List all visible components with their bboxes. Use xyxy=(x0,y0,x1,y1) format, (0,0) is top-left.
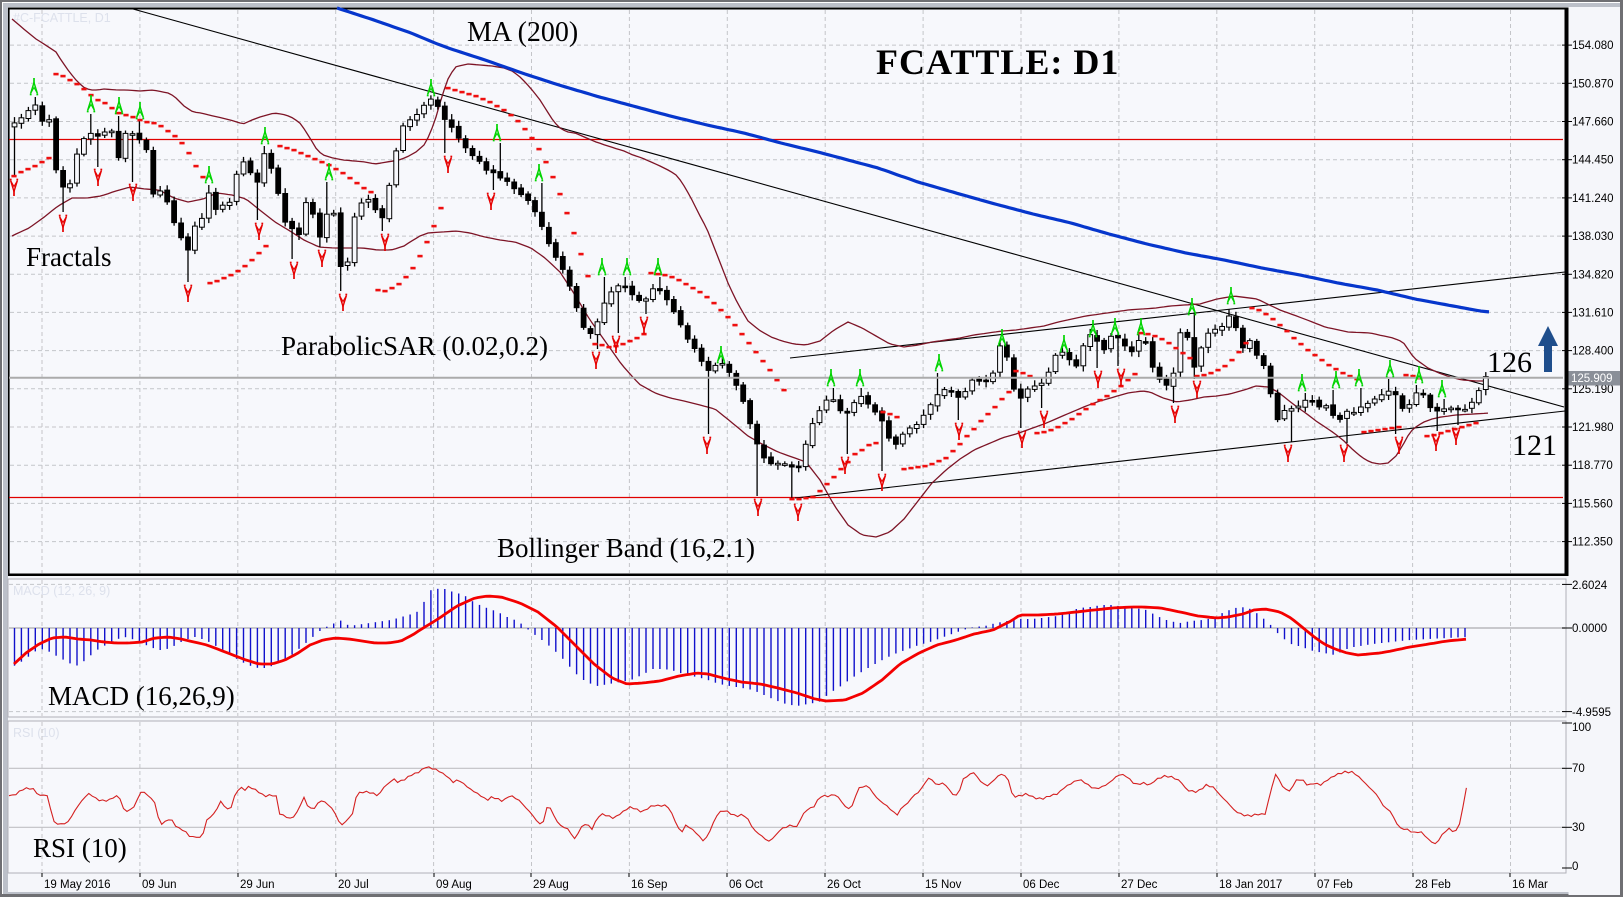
svg-text:30: 30 xyxy=(1572,822,1585,834)
svg-text:15 Nov: 15 Nov xyxy=(925,879,962,891)
svg-text:147.660: 147.660 xyxy=(1572,117,1614,129)
svg-text:121.980: 121.980 xyxy=(1572,422,1614,434)
svg-text:-4.9595: -4.9595 xyxy=(1572,707,1611,719)
svg-text:09 Aug: 09 Aug xyxy=(436,879,472,891)
svg-text:0: 0 xyxy=(1572,861,1578,873)
svg-text:70: 70 xyxy=(1572,763,1585,775)
svg-text:100: 100 xyxy=(1572,722,1591,734)
svg-text:128.400: 128.400 xyxy=(1572,346,1614,358)
svg-text:07 Feb: 07 Feb xyxy=(1317,879,1353,891)
svg-text:118.770: 118.770 xyxy=(1572,460,1613,472)
svg-text:ParabolicSAR (0.02,0.2): ParabolicSAR (0.02,0.2) xyxy=(281,331,548,361)
svg-text:19 May 2016: 19 May 2016 xyxy=(44,879,111,891)
svg-text:Fractals: Fractals xyxy=(26,242,111,272)
svg-text:2.6024: 2.6024 xyxy=(1572,580,1608,592)
svg-text:28 Feb: 28 Feb xyxy=(1415,879,1451,891)
svg-text:RSI (10): RSI (10) xyxy=(33,833,127,863)
svg-text:29 Aug: 29 Aug xyxy=(533,879,569,891)
svg-text:125.190: 125.190 xyxy=(1572,384,1614,396)
svg-text:18 Jan 2017: 18 Jan 2017 xyxy=(1219,879,1282,891)
svg-text:138.030: 138.030 xyxy=(1572,231,1614,243)
svg-text:29 Jun: 29 Jun xyxy=(240,879,275,891)
svg-text:FCATTLE: D1: FCATTLE: D1 xyxy=(876,42,1119,82)
svg-text:Bollinger Band (16,2.1): Bollinger Band (16,2.1) xyxy=(497,533,755,563)
svg-text:RSI (10): RSI (10) xyxy=(13,726,60,740)
svg-text:150.870: 150.870 xyxy=(1572,78,1614,90)
svg-text:112.350: 112.350 xyxy=(1572,537,1613,549)
svg-text:144.450: 144.450 xyxy=(1572,155,1614,167)
svg-text:27 Dec: 27 Dec xyxy=(1121,879,1158,891)
svg-text:0.0000: 0.0000 xyxy=(1572,623,1607,635)
svg-text:MACD (16,26,9): MACD (16,26,9) xyxy=(48,681,235,711)
svg-text:06 Oct: 06 Oct xyxy=(729,879,764,891)
svg-text:125.909: 125.909 xyxy=(1571,373,1613,385)
svg-text:141.240: 141.240 xyxy=(1572,193,1614,205)
svg-text:134.820: 134.820 xyxy=(1572,269,1614,281)
svg-text:16 Sep: 16 Sep xyxy=(631,879,667,891)
svg-text:MA (200): MA (200) xyxy=(467,17,578,48)
svg-text:MACD (12, 26, 9): MACD (12, 26, 9) xyxy=(13,584,110,598)
svg-text:16 Mar: 16 Mar xyxy=(1512,879,1548,891)
svg-text:#C-FCATTLE, D1: #C-FCATTLE, D1 xyxy=(13,11,111,25)
svg-text:20 Jul: 20 Jul xyxy=(338,879,369,891)
svg-text:115.560: 115.560 xyxy=(1572,498,1613,510)
svg-text:09 Jun: 09 Jun xyxy=(142,879,177,891)
svg-text:131.610: 131.610 xyxy=(1572,307,1614,319)
svg-text:121: 121 xyxy=(1512,429,1557,462)
svg-text:126: 126 xyxy=(1487,346,1532,379)
svg-text:06 Dec: 06 Dec xyxy=(1023,879,1060,891)
svg-text:154.080: 154.080 xyxy=(1572,40,1614,52)
svg-text:26 Oct: 26 Oct xyxy=(827,879,862,891)
